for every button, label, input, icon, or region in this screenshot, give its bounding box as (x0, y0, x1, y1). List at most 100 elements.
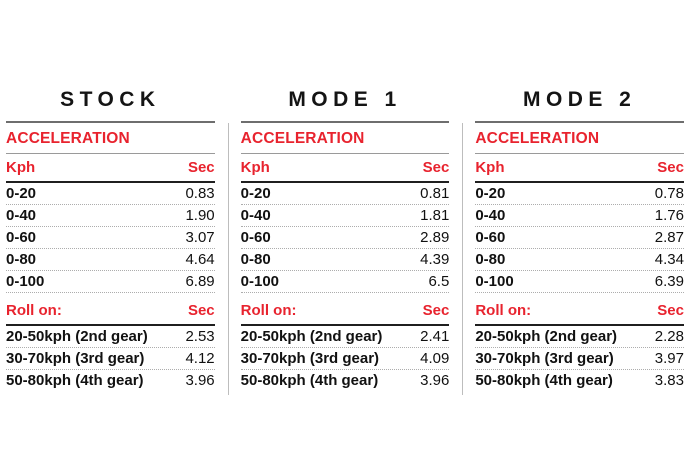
kph-header: Kph (475, 159, 505, 176)
acceleration-heading: ACCELERATION (475, 123, 684, 154)
table-row: 0-40 1.76 (475, 205, 684, 227)
table-row: 0-100 6.5 (240, 271, 450, 293)
rollon-rows: 20-50kph (2nd gear) 2.41 30-70kph (3rd g… (240, 326, 450, 391)
acceleration-rows: 0-20 0.83 0-40 1.90 0-60 3.07 0-80 4.64 … (6, 183, 215, 293)
kph-header: Kph (6, 159, 36, 176)
column-title: MODE 2 (523, 88, 637, 111)
row-label: 50-80kph (4th gear) (240, 372, 379, 389)
row-value: 3.96 (185, 372, 215, 389)
row-label: 0-20 (240, 185, 271, 202)
row-value: 1.90 (185, 207, 215, 224)
table-row: 50-80kph (4th gear) 3.83 (475, 370, 684, 391)
row-label: 20-50kph (2nd gear) (240, 328, 383, 345)
rollon-label: Roll on: (6, 302, 62, 319)
row-label: 30-70kph (3rd gear) (240, 350, 380, 367)
column-title: MODE 1 (288, 88, 402, 111)
row-value: 1.81 (420, 207, 450, 224)
row-value: 3.97 (654, 350, 684, 367)
table-row: 0-40 1.81 (240, 205, 450, 227)
mode-column: MODE 1 ACCELERATION Kph Sec 0-20 0.81 0-… (227, 88, 450, 395)
table-row: 0-60 3.07 (6, 227, 215, 249)
kph-sec-header-row: Kph Sec (6, 154, 215, 183)
rollon-sec-header: Sec (422, 302, 450, 319)
rollon-header-row: Roll on: Sec (240, 297, 450, 326)
rollon-sec-header: Sec (187, 302, 215, 319)
column-title: STOCK (60, 88, 161, 111)
row-label: 50-80kph (4th gear) (475, 372, 613, 389)
acceleration-heading: ACCELERATION (6, 123, 215, 154)
sec-header: Sec (422, 159, 450, 176)
acceleration-rows: 0-20 0.78 0-40 1.76 0-60 2.87 0-80 4.34 … (475, 183, 684, 293)
table-row: 0-20 0.83 (6, 183, 215, 205)
row-label: 30-70kph (3rd gear) (475, 350, 614, 367)
column-panel: ACCELERATION Kph Sec 0-20 0.83 0-40 1.90… (6, 121, 215, 391)
kph-header: Kph (240, 159, 270, 176)
row-label: 0-100 (6, 273, 45, 290)
kph-sec-header-row: Kph Sec (475, 154, 684, 183)
row-value: 2.87 (654, 229, 684, 246)
table-row: 0-100 6.89 (6, 271, 215, 293)
row-label: 30-70kph (3rd gear) (6, 350, 145, 367)
row-value: 3.96 (420, 372, 450, 389)
table-row: 0-60 2.87 (475, 227, 684, 249)
row-label: 0-100 (240, 273, 280, 290)
table-row: 0-20 0.78 (475, 183, 684, 205)
row-value: 0.81 (420, 185, 450, 202)
mode-column: MODE 2 ACCELERATION Kph Sec 0-20 0.78 0-… (462, 88, 684, 395)
row-label: 0-60 (240, 229, 271, 246)
rollon-header-row: Roll on: Sec (6, 297, 215, 326)
row-label: 0-40 (475, 207, 506, 224)
rollon-label: Roll on: (475, 302, 532, 319)
table-row: 0-60 2.89 (240, 227, 450, 249)
row-label: 0-60 (475, 229, 506, 246)
column-panel: ACCELERATION Kph Sec 0-20 0.78 0-40 1.76… (462, 121, 684, 395)
row-label: 0-20 (6, 185, 37, 202)
kph-sec-header-row: Kph Sec (240, 154, 450, 183)
row-label: 0-40 (6, 207, 37, 224)
row-value: 2.41 (420, 328, 450, 345)
row-value: 4.09 (420, 350, 450, 367)
table-row: 0-80 4.34 (475, 249, 684, 271)
row-label: 0-40 (240, 207, 271, 224)
column-panel: ACCELERATION Kph Sec 0-20 0.81 0-40 1.81… (227, 121, 450, 395)
row-label: 0-80 (475, 251, 506, 268)
row-label: 50-80kph (4th gear) (6, 372, 144, 389)
rollon-rows: 20-50kph (2nd gear) 2.28 30-70kph (3rd g… (475, 326, 684, 391)
row-value: 2.28 (654, 328, 684, 345)
row-label: 0-60 (6, 229, 37, 246)
row-label: 0-100 (475, 273, 514, 290)
row-value: 6.89 (185, 273, 215, 290)
row-value: 2.89 (420, 229, 450, 246)
sec-header: Sec (657, 159, 684, 176)
table-row: 0-100 6.39 (475, 271, 684, 293)
table-row: 0-80 4.64 (6, 249, 215, 271)
acceleration-rows: 0-20 0.81 0-40 1.81 0-60 2.89 0-80 4.39 … (240, 183, 450, 293)
rollon-rows: 20-50kph (2nd gear) 2.53 30-70kph (3rd g… (6, 326, 215, 391)
table-row: 30-70kph (3rd gear) 3.97 (475, 348, 684, 370)
row-label: 0-20 (475, 185, 506, 202)
columns-container: STOCK ACCELERATION Kph Sec 0-20 0.83 0-4… (6, 88, 684, 395)
table-row: 0-80 4.39 (240, 249, 450, 271)
row-value: 1.76 (654, 207, 684, 224)
table-row: 50-80kph (4th gear) 3.96 (6, 370, 215, 391)
table-row: 20-50kph (2nd gear) 2.53 (6, 326, 215, 348)
table-row: 30-70kph (3rd gear) 4.12 (6, 348, 215, 370)
row-value: 6.39 (654, 273, 684, 290)
rollon-label: Roll on: (240, 302, 297, 319)
row-value: 4.34 (654, 251, 684, 268)
row-value: 6.5 (428, 273, 450, 290)
row-value: 4.39 (420, 251, 450, 268)
row-value: 3.07 (185, 229, 215, 246)
sec-header: Sec (187, 159, 215, 176)
row-label: 0-80 (240, 251, 271, 268)
row-label: 20-50kph (2nd gear) (475, 328, 618, 345)
table-row: 20-50kph (2nd gear) 2.28 (475, 326, 684, 348)
row-value: 4.64 (185, 251, 215, 268)
table-row: 0-40 1.90 (6, 205, 215, 227)
row-value: 4.12 (185, 350, 215, 367)
row-value: 2.53 (185, 328, 215, 345)
table-row: 20-50kph (2nd gear) 2.41 (240, 326, 450, 348)
table-row: 0-20 0.81 (240, 183, 450, 205)
row-value: 0.78 (654, 185, 684, 202)
